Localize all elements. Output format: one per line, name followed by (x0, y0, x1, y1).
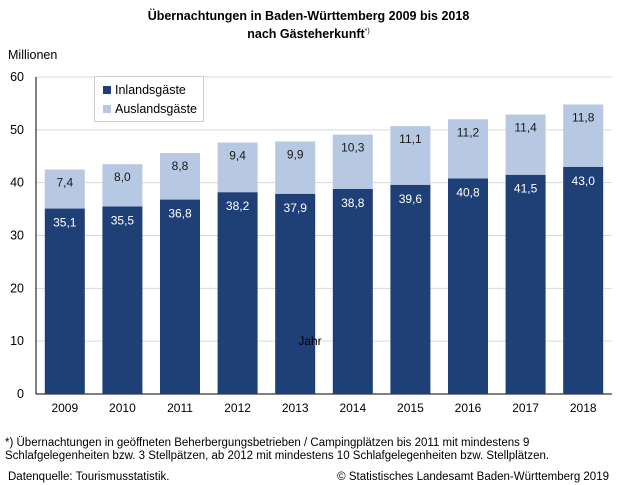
x-tick-label-2017: 2017 (512, 401, 539, 415)
y-tick-label-50: 50 (10, 123, 24, 137)
data-source: Datenquelle: Tourismusstatistik. (8, 471, 170, 483)
legend-item-domestic: Inlandsgäste (103, 83, 186, 97)
bar-domestic-2009 (44, 208, 85, 394)
footnote: *) Übernachtungen in geöffneten Beherber… (5, 437, 549, 463)
chart-title-line2: nach Gästeherkunft*) (0, 24, 617, 42)
bar-domestic-2010 (102, 206, 143, 394)
data-label-foreign-2014: 10,3 (341, 141, 365, 155)
bar-domestic-2017 (505, 174, 546, 394)
footnote-line1: *) Übernachtungen in geöffneten Beherber… (5, 437, 530, 449)
data-label-foreign-2011: 8,8 (172, 159, 189, 173)
data-label-domestic-2009: 35,1 (53, 216, 77, 230)
data-label-domestic-2016: 40,8 (456, 185, 480, 199)
bar-domestic-2013 (275, 193, 316, 394)
bar-foreign-2013 (275, 141, 316, 194)
y-tick-label-10: 10 (10, 334, 24, 348)
x-tick-label-2009: 2009 (51, 401, 78, 415)
x-tick-label-2015: 2015 (397, 401, 424, 415)
y-tick-label-30: 30 (10, 229, 24, 243)
bar-domestic-2018 (563, 166, 604, 394)
legend-label-domestic: Inlandsgäste (115, 83, 186, 97)
data-label-domestic-2014: 38,8 (341, 196, 365, 210)
bar-foreign-2015 (390, 126, 431, 185)
data-label-domestic-2012: 38,2 (226, 199, 250, 213)
y-tick-label-20: 20 (10, 281, 24, 295)
data-label-domestic-2010: 35,5 (111, 213, 135, 227)
stacked-bar-chart: 0 10 20 30 40 50 60 35,1 7,4 2009 35,5 8,0 2010 36,8 8… (10, 70, 612, 415)
y-tick-label-40: 40 (10, 176, 24, 190)
y-axis-unit-label: Millionen (8, 48, 58, 62)
footnote-marker: *) (364, 28, 370, 35)
bar-domestic-2012 (217, 192, 258, 394)
x-tick-label-2014: 2014 (339, 401, 366, 415)
legend-swatch-foreign (103, 105, 111, 113)
x-tick-label-2018: 2018 (570, 401, 597, 415)
data-label-domestic-2011: 36,8 (168, 207, 192, 221)
legend-swatch-domestic (103, 86, 111, 94)
bar-foreign-2018 (563, 104, 604, 167)
bar-foreign-2011 (160, 153, 200, 200)
data-label-domestic-2015: 39,6 (399, 192, 423, 206)
data-label-foreign-2016: 11,2 (457, 125, 480, 139)
y-tick-label-60: 60 (10, 70, 24, 84)
legend-item-foreign: Auslandsgäste (103, 102, 197, 116)
bar-domestic-2016 (448, 178, 488, 394)
bar-foreign-2017 (505, 114, 546, 175)
chart-title-line2-text: nach Gästeherkunft (247, 27, 365, 41)
bar-foreign-2012 (217, 142, 258, 193)
footnote-line2: Schlafgelegenheiten bzw. 3 Stellpätzen, … (5, 450, 550, 462)
data-label-foreign-2017: 11,4 (514, 121, 537, 135)
data-label-domestic-2017: 41,5 (514, 182, 538, 196)
x-tick-label-2011: 2011 (167, 401, 193, 415)
bar-domestic-2014 (332, 189, 373, 394)
bar-foreign-2014 (332, 134, 373, 190)
chart-title-line1: Übernachtungen in Baden-Württemberg 2009… (147, 9, 470, 23)
data-label-domestic-2013: 37,9 (284, 201, 308, 215)
x-tick-label-2013: 2013 (282, 401, 309, 415)
copyright: © Statistisches Landesamt Baden-Württemb… (337, 471, 609, 483)
data-label-foreign-2015: 11,1 (399, 132, 422, 146)
data-label-foreign-2009: 7,4 (56, 175, 73, 189)
data-label-foreign-2012: 9,4 (229, 149, 246, 163)
bar-domestic-2015 (390, 184, 431, 394)
data-label-foreign-2018: 11,8 (572, 110, 595, 124)
x-axis-title: Jahr (298, 334, 321, 348)
data-label-foreign-2013: 9,9 (287, 147, 304, 161)
y-tick-label-0: 0 (17, 387, 24, 401)
bar-domestic-2011 (160, 199, 200, 394)
legend: Inlandsgäste Auslandsgäste (94, 76, 204, 122)
bar-foreign-2009 (44, 169, 85, 209)
data-label-foreign-2010: 8,0 (114, 170, 131, 184)
chart-title: Übernachtungen in Baden-Württemberg 2009… (0, 9, 617, 42)
data-label-domestic-2018: 43,0 (572, 174, 596, 188)
x-tick-label-2010: 2010 (109, 401, 136, 415)
x-tick-label-2012: 2012 (224, 401, 251, 415)
x-tick-label-2016: 2016 (455, 401, 482, 415)
legend-label-foreign: Auslandsgäste (115, 102, 198, 116)
bar-foreign-2016 (448, 119, 488, 179)
bar-foreign-2010 (102, 164, 143, 207)
